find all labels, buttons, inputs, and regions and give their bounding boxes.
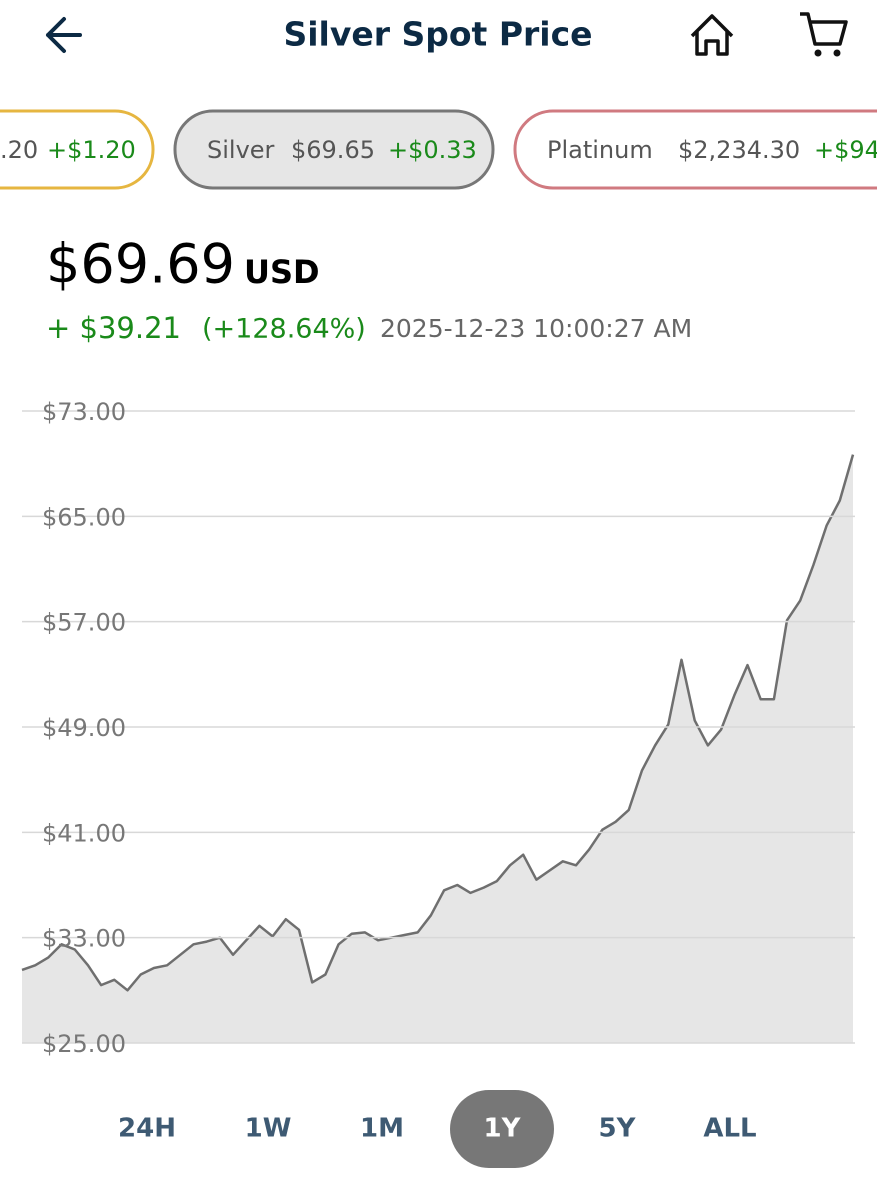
ticker-pill[interactable]: Platinum $2,234.30 +$94 <box>513 109 877 190</box>
percent-change: (+128.64%) <box>202 314 366 345</box>
pill-border <box>173 109 495 190</box>
timestamp: 2025-12-23 10:00:27 AM <box>380 314 692 343</box>
price-chart: $25.00 $33.00 $41.00 $49.00 $57.00 $65.00 $73.… <box>21 398 855 1058</box>
y-tick-label: $73.00 <box>42 398 126 426</box>
ticker-price: .20 <box>0 136 38 164</box>
home-button[interactable] <box>690 14 734 56</box>
price-line <box>21 454 855 992</box>
currency: USD <box>244 253 320 291</box>
back-button[interactable] <box>46 17 82 53</box>
range-label: ALL <box>703 1114 756 1144</box>
y-tick-label: $49.00 <box>42 714 126 742</box>
home-icon <box>690 14 734 56</box>
range-label: 1Y <box>484 1114 522 1144</box>
price-change: + $39.21 <box>46 311 181 345</box>
ticker-change: +$94 <box>814 136 877 164</box>
ticker-price: $2,234.30 <box>678 136 800 164</box>
ticker-name: Platinum <box>547 136 653 164</box>
pill-border <box>513 109 877 190</box>
range-button[interactable]: 1M <box>360 1114 404 1144</box>
y-tick-label: $65.00 <box>42 503 126 531</box>
cart-icon <box>800 12 848 46</box>
range-label: 1M <box>360 1114 404 1144</box>
cart-wheel <box>833 49 841 57</box>
range-button[interactable]: ALL <box>703 1114 756 1144</box>
y-tick-label: $25.00 <box>42 1030 126 1058</box>
y-tick-label: $33.00 <box>42 925 126 953</box>
range-button[interactable]: 1Y <box>450 1090 554 1168</box>
ticker-price: $69.65 <box>291 136 375 164</box>
back-arrow <box>46 17 82 53</box>
range-label: 1W <box>245 1114 292 1144</box>
ticker-pill[interactable]: Silver $69.65 +$0.33 <box>173 109 495 190</box>
range-selector: 24H 1W 1M 1Y 5Y ALL <box>118 1090 757 1168</box>
y-tick-label: $57.00 <box>42 609 126 637</box>
range-label: 24H <box>118 1114 176 1144</box>
page-title: Silver Spot Price <box>283 15 592 54</box>
range-label: 5Y <box>599 1114 637 1144</box>
area-fill <box>22 454 853 1044</box>
range-button[interactable]: 5Y <box>599 1114 637 1144</box>
pill-border <box>0 109 155 190</box>
cart-wheel <box>814 49 822 57</box>
y-tick-label: $41.00 <box>42 819 126 847</box>
range-button[interactable]: 24H <box>118 1114 176 1144</box>
range-button[interactable]: 1W <box>245 1114 292 1144</box>
ticker-name: Silver <box>207 136 275 164</box>
current-price: $69.69 <box>46 233 235 296</box>
ticker-change: +$1.20 <box>47 136 136 164</box>
ticker-pill[interactable]: .20 +$1.20 <box>0 109 155 190</box>
ticker-change: +$0.33 <box>388 136 477 164</box>
range-selected-bg <box>450 1090 554 1168</box>
cart-button[interactable] <box>800 12 848 57</box>
